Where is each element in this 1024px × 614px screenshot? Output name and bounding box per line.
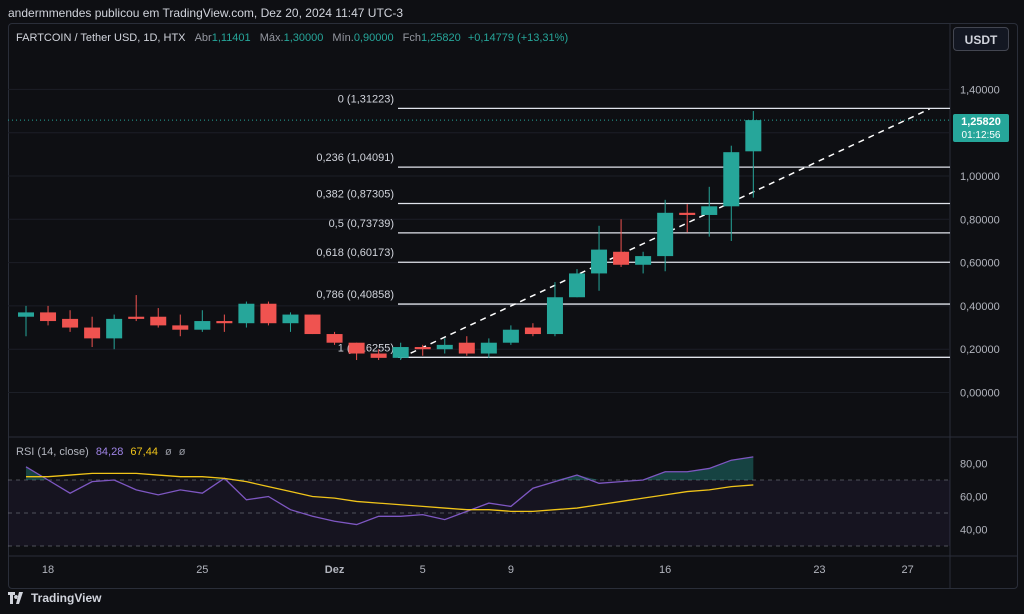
close-label: Fch (402, 32, 421, 44)
candle-body[interactable] (172, 325, 189, 330)
low-value: 0,90000 (353, 32, 394, 44)
time-axis-label: Dez (325, 564, 345, 576)
close-value: 1,25820 (420, 32, 461, 44)
time-axis-label: 23 (813, 564, 825, 576)
dashed-trend-line[interactable] (400, 108, 930, 359)
rsi-overbought-fill (26, 456, 754, 480)
current-price-tag: 1,25820 01:12:56 (953, 114, 1009, 142)
price-axis-label: 0,20000 (960, 344, 1000, 356)
candle-body[interactable] (745, 120, 762, 152)
trend-line[interactable] (400, 108, 930, 359)
candle-body[interactable] (348, 342, 365, 354)
candle-body[interactable] (480, 342, 497, 354)
tradingview-logo-icon (8, 592, 23, 604)
published-by-text: andermmendes publicou em TradingView.com… (8, 6, 404, 20)
candle-body[interactable] (502, 329, 519, 343)
time-axis-label: 25 (196, 564, 208, 576)
candle-body[interactable] (326, 334, 343, 343)
fib-level-label: 0 (1,31223) (338, 93, 394, 105)
rsi-indicator-name[interactable]: RSI (14, close) (16, 446, 89, 458)
candle-body[interactable] (458, 342, 475, 354)
candle-body[interactable] (238, 303, 255, 324)
candlestick-series[interactable] (18, 111, 762, 361)
candle-body[interactable] (128, 316, 145, 319)
candle-body[interactable] (18, 312, 34, 317)
candle-body[interactable] (194, 321, 211, 330)
brand-name: TradingView (31, 591, 102, 605)
rsi-ma-value: 67,44 (130, 446, 158, 458)
candle-body[interactable] (414, 347, 431, 350)
rsi-value: 84,28 (95, 446, 124, 458)
rsi-extra-2: ø (178, 446, 186, 458)
tradingview-footer[interactable]: TradingView (8, 591, 101, 605)
price-grid (8, 88, 950, 393)
candle-body[interactable] (40, 312, 57, 322)
candle-body[interactable] (546, 297, 563, 335)
high-label: Máx. (259, 32, 284, 44)
candle-body[interactable] (679, 212, 696, 215)
open-value: 1,11401 (211, 32, 251, 44)
candle-body[interactable] (106, 318, 123, 339)
rsi-axis-label: 80,00 (960, 459, 988, 471)
candle-body[interactable] (150, 316, 167, 326)
candle-body[interactable] (260, 303, 277, 324)
price-axis-label: 0,40000 (960, 301, 1000, 313)
low-label: Mín. (332, 32, 354, 44)
high-value: 1,30000 (283, 32, 324, 44)
price-tag-countdown: 01:12:56 (962, 130, 1001, 141)
fib-level-label: 0,618 (0,60173) (316, 247, 394, 259)
candle-body[interactable] (701, 206, 718, 215)
candle-body[interactable] (84, 327, 101, 339)
candle-body[interactable] (370, 353, 387, 358)
rsi-line[interactable] (25, 456, 754, 526)
rsi-legend: RSI (14, close) 84,28 67,44 ø ø (16, 446, 186, 458)
candle-body[interactable] (436, 344, 453, 350)
price-axis-label: 0,60000 (960, 258, 1000, 270)
price-axis-label: 0,00000 (960, 388, 1000, 400)
rsi-extra-1: ø (165, 446, 172, 458)
candle-body[interactable] (304, 314, 321, 335)
time-axis-label: 27 (901, 564, 913, 576)
fib-level-label: 0,5 (0,73739) (329, 218, 394, 230)
candle-body[interactable] (62, 318, 79, 328)
rsi-pane[interactable]: 80,00 60,00 40,00 (25, 456, 988, 537)
time-axis-label: 9 (508, 564, 514, 576)
price-axis-label: 0,80000 (960, 214, 1000, 226)
candle-body[interactable] (657, 212, 674, 257)
price-tag-background (953, 114, 1009, 142)
candle-body[interactable] (723, 152, 740, 207)
price-axis-label: 1,00000 (960, 171, 1000, 183)
fib-level-label: 0,236 (1,04091) (316, 152, 394, 164)
symbol-name[interactable]: FARTCOIN / Tether USD, 1D, HTX (16, 32, 186, 44)
candle-body[interactable] (524, 327, 541, 335)
time-axis-label: 5 (420, 564, 426, 576)
candle-body[interactable] (216, 321, 233, 324)
rsi-axis-label: 40,00 (960, 525, 988, 537)
fibonacci-retracement[interactable]: 0 (1,31223) 0,236 (1,04091) 0,382 (0,87305… (316, 93, 950, 358)
time-axis-label: 16 (659, 564, 671, 576)
change-value: +0,14779 (+13,31%) (467, 32, 569, 44)
time-axis[interactable]: 18 25 Dez 5 9 16 23 27 (42, 564, 914, 576)
rsi-background (8, 479, 950, 547)
rsi-ma-line[interactable] (26, 472, 754, 513)
open-label: Abr (194, 32, 212, 44)
candle-body[interactable] (282, 314, 299, 324)
currency-button[interactable]: USDT (953, 27, 1009, 51)
candle-body[interactable] (591, 249, 608, 274)
rsi-axis-label: 60,00 (960, 492, 988, 504)
fib-level-label: 0,786 (0,40858) (316, 289, 394, 301)
symbol-legend: FARTCOIN / Tether USD, 1D, HTX Abr1,1140… (16, 32, 568, 44)
fib-level-label: 0,382 (0,87305) (316, 188, 394, 200)
fib-level-label: 1 (0,16255) (338, 342, 394, 354)
time-axis-label: 18 (42, 564, 54, 576)
candle-body[interactable] (569, 273, 585, 298)
candle-body[interactable] (613, 251, 630, 265)
price-axis-label: 1,40000 (960, 84, 1000, 96)
candle-body[interactable] (635, 256, 652, 265)
price-tag-price: 1,25820 (961, 116, 1001, 128)
candle-body[interactable] (392, 347, 409, 358)
